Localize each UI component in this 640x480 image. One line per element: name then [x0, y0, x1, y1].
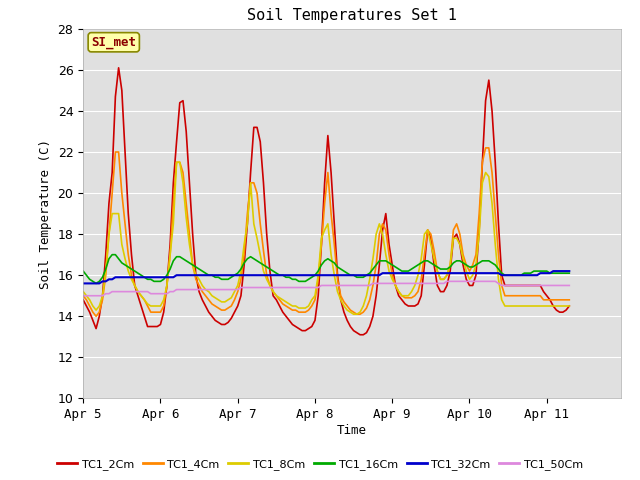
X-axis label: Time: Time: [337, 424, 367, 437]
Text: SI_met: SI_met: [92, 36, 136, 49]
Y-axis label: Soil Temperature (C): Soil Temperature (C): [39, 139, 52, 288]
Title: Soil Temperatures Set 1: Soil Temperatures Set 1: [247, 9, 457, 24]
Legend: TC1_2Cm, TC1_4Cm, TC1_8Cm, TC1_16Cm, TC1_32Cm, TC1_50Cm: TC1_2Cm, TC1_4Cm, TC1_8Cm, TC1_16Cm, TC1…: [53, 455, 587, 474]
